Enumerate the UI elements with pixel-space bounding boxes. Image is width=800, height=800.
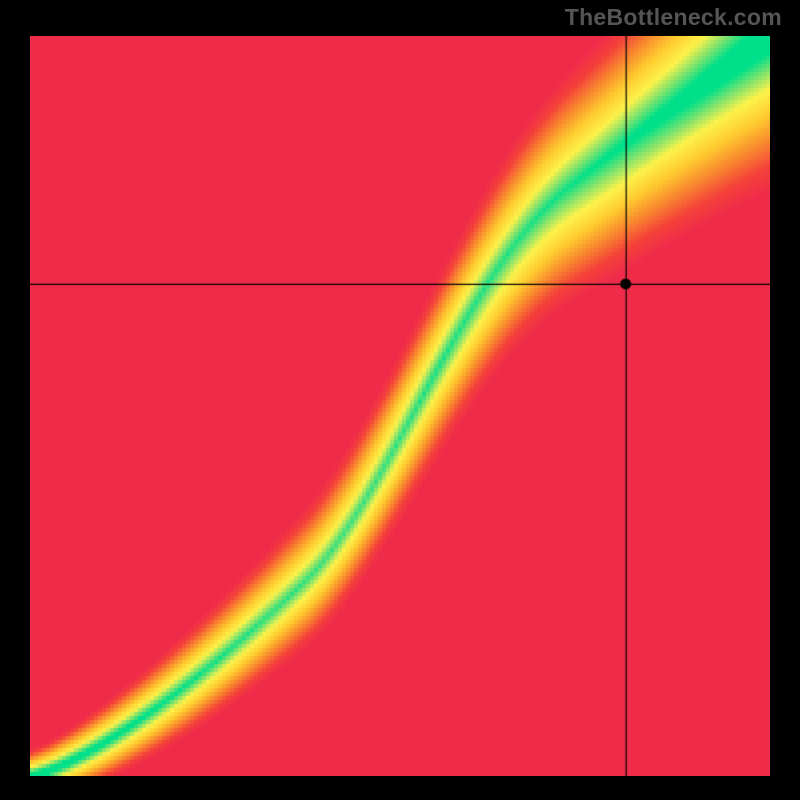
crosshair-overlay <box>30 36 770 776</box>
bottleneck-heatmap <box>30 36 770 776</box>
stage: TheBottleneck.com <box>0 0 800 800</box>
watermark-text: TheBottleneck.com <box>565 4 782 31</box>
